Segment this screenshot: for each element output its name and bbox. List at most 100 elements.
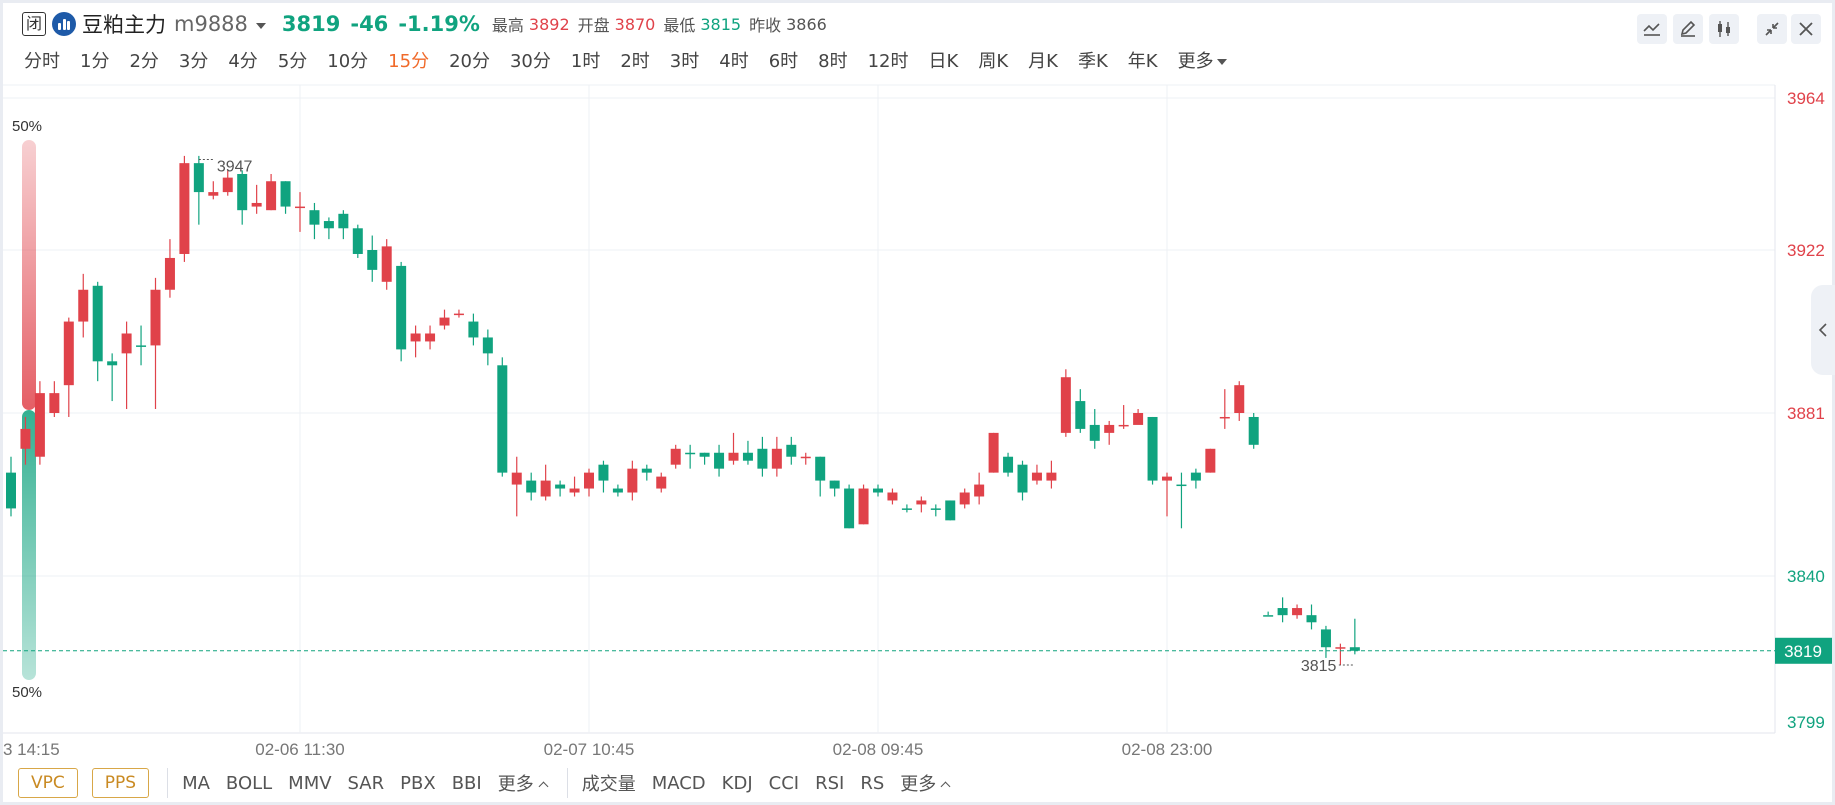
candle-body[interactable] [844, 488, 855, 529]
indicator-chip-1[interactable]: PPS [91, 768, 150, 798]
candle-body[interactable] [974, 484, 985, 497]
main-indicator-0[interactable]: MA [182, 772, 210, 794]
candle-body[interactable] [1031, 472, 1042, 481]
candlestick-chart[interactable]: 50% 50% 3947 3815 3819 3964 3922 3881 3840 3799 3 … [0, 0, 1835, 760]
sub-indicator-4[interactable]: RSI [815, 772, 845, 794]
period-tab-16[interactable]: 12时 [867, 51, 909, 72]
candle-body[interactable] [295, 206, 305, 209]
candle-body[interactable] [1089, 424, 1100, 441]
period-tab-8[interactable]: 20分 [449, 51, 490, 72]
candle-body[interactable] [453, 313, 464, 316]
candle-body[interactable] [352, 228, 363, 254]
candle-body[interactable] [1248, 416, 1259, 445]
candle-body[interactable] [6, 472, 16, 509]
sub-indicator-1[interactable]: MACD [651, 772, 706, 794]
candle-body[interactable] [1306, 615, 1317, 623]
period-tab-10[interactable]: 1时 [570, 51, 601, 72]
candle-body[interactable] [959, 492, 970, 505]
sub-indicator-6[interactable]: 更多 [900, 770, 951, 796]
period-tab-9[interactable]: 30分 [509, 51, 551, 72]
candle-body[interactable] [1147, 416, 1158, 481]
contract-dropdown-icon[interactable] [255, 22, 266, 29]
candle-body[interactable] [887, 492, 898, 501]
candle-body[interactable] [482, 337, 493, 354]
candle-body[interactable] [627, 468, 638, 493]
main-indicator-5[interactable]: BBI [451, 772, 482, 794]
candle-body[interactable] [107, 361, 118, 366]
candle-body[interactable] [410, 333, 421, 342]
period-tab-14[interactable]: 6时 [768, 51, 799, 72]
candle-body[interactable] [555, 484, 566, 489]
draw-button[interactable] [1673, 14, 1703, 44]
candle-body[interactable] [78, 289, 89, 322]
candle-body[interactable] [815, 456, 826, 481]
period-tab-22[interactable]: 更多 [1178, 47, 1227, 73]
candle-body[interactable] [829, 480, 840, 489]
period-tab-2[interactable]: 2分 [129, 51, 159, 72]
candle-body[interactable] [1118, 424, 1129, 427]
candle-body[interactable] [1263, 615, 1274, 617]
period-tab-21[interactable]: 年K [1127, 51, 1158, 72]
candle-body[interactable] [1060, 377, 1071, 433]
candle-body[interactable] [1003, 456, 1014, 473]
collapse-button[interactable] [1757, 14, 1787, 44]
candle-body[interactable] [150, 289, 161, 346]
candle-body[interactable] [930, 508, 941, 510]
candle-body[interactable] [1046, 472, 1057, 481]
candle-body[interactable] [988, 432, 999, 473]
candle-body[interactable] [714, 452, 725, 469]
main-indicator-6[interactable]: 更多 [498, 770, 549, 796]
candle-body[interactable] [1176, 484, 1187, 487]
candle-body[interactable] [121, 333, 132, 354]
candle-body[interactable] [49, 393, 60, 413]
period-tab-15[interactable]: 8时 [818, 51, 848, 72]
candle-body[interactable] [757, 448, 768, 469]
candle-body[interactable] [367, 250, 378, 270]
candle-body[interactable] [497, 365, 508, 473]
candle-body[interactable] [742, 452, 753, 461]
candle-body[interactable] [193, 163, 204, 193]
candle-body[interactable] [34, 393, 45, 457]
candle-body[interactable] [1075, 401, 1086, 429]
period-tab-3[interactable]: 3分 [178, 51, 209, 72]
period-tab-1[interactable]: 1分 [80, 51, 110, 72]
period-tab-20[interactable]: 季K [1077, 51, 1108, 72]
contract-name[interactable]: 豆粕主力 [82, 13, 166, 37]
sub-indicator-5[interactable]: RS [860, 772, 885, 794]
candle-body[interactable] [222, 177, 233, 193]
candle-body[interactable] [1162, 476, 1172, 481]
candle-body[interactable] [598, 464, 609, 481]
candle-body[interactable] [1277, 608, 1288, 616]
candle-body[interactable] [1335, 647, 1346, 649]
candle-body[interactable] [164, 257, 175, 290]
period-tab-19[interactable]: 月K [1028, 51, 1058, 72]
candle-body[interactable] [381, 246, 392, 282]
period-tab-13[interactable]: 4时 [719, 51, 749, 72]
candle-body[interactable] [92, 285, 103, 362]
side-panel-toggle[interactable] [1811, 285, 1835, 375]
candle-body[interactable] [945, 500, 956, 521]
candle-body[interactable] [237, 174, 248, 211]
sub-indicator-2[interactable]: KDJ [721, 772, 753, 794]
period-tab-12[interactable]: 3时 [669, 51, 700, 72]
period-tab-11[interactable]: 2时 [620, 51, 650, 72]
candle-body[interactable] [338, 213, 349, 229]
candle-body[interactable] [323, 221, 334, 229]
candle-body[interactable] [771, 448, 782, 469]
candle-body[interactable] [1292, 608, 1303, 616]
main-indicator-1[interactable]: BOLL [225, 772, 273, 794]
chart-type-button[interactable] [1709, 14, 1739, 44]
candle-body[interactable] [468, 321, 479, 338]
candle-body[interactable] [1205, 448, 1216, 473]
candle-body[interactable] [208, 192, 219, 196]
candle-body[interactable] [396, 265, 407, 350]
candle-body[interactable] [179, 163, 190, 254]
candle-body[interactable] [858, 488, 869, 525]
candle-body[interactable] [1104, 424, 1115, 433]
candle-body[interactable] [584, 472, 594, 489]
sub-indicator-3[interactable]: CCI [768, 772, 800, 794]
candle-body[interactable] [540, 480, 551, 497]
candle-body[interactable] [786, 444, 797, 457]
candle-body[interactable] [656, 476, 667, 489]
candle-body[interactable] [641, 468, 652, 473]
